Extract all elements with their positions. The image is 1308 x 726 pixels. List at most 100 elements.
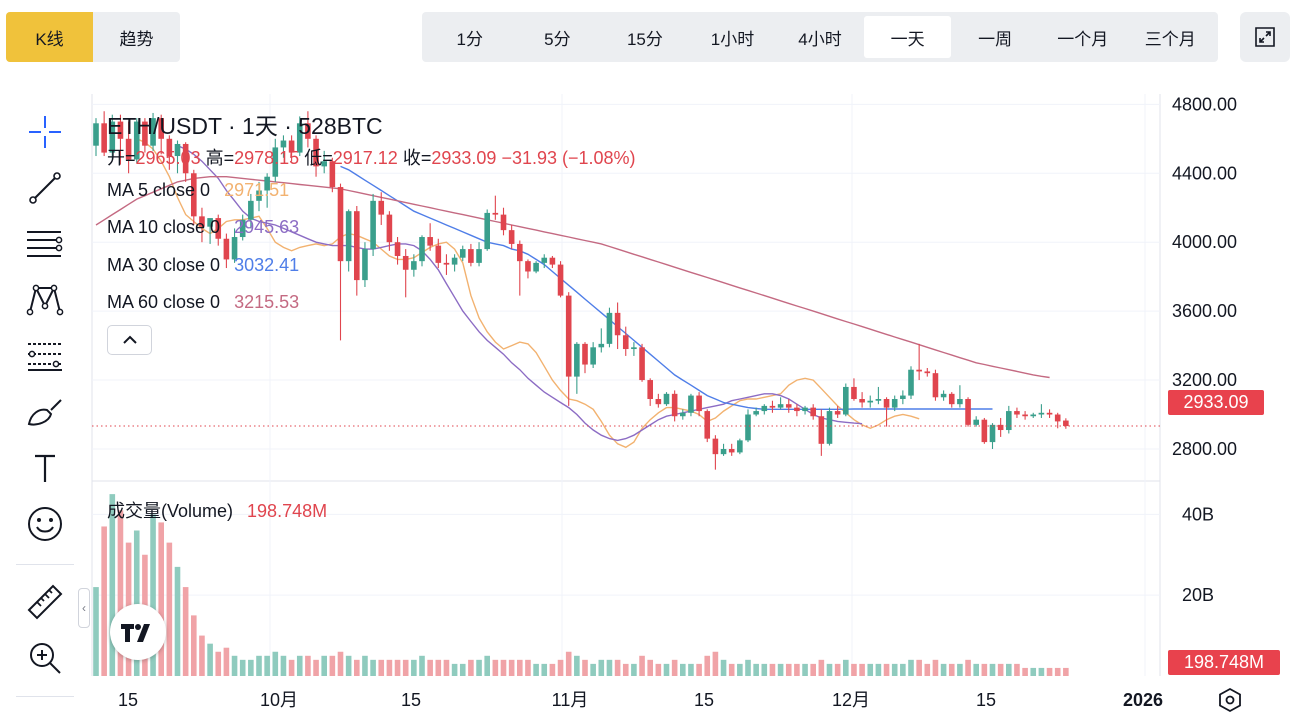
volume-bar <box>688 663 694 676</box>
candle <box>1022 411 1028 420</box>
candle-body <box>1022 414 1028 417</box>
candle <box>940 390 947 401</box>
low-label: 低= <box>304 148 333 168</box>
candle-body <box>908 369 914 396</box>
volume-axis-label: 40B <box>1182 504 1214 524</box>
volume-bar <box>802 663 808 676</box>
zoom-in-tool[interactable] <box>14 638 76 678</box>
trend-tab[interactable]: 趋势 <box>119 29 154 49</box>
candle <box>248 193 254 229</box>
candle <box>761 404 768 415</box>
volume-bar <box>1054 667 1061 676</box>
emoji-tool[interactable] <box>14 504 76 544</box>
volume-bar <box>1014 663 1020 676</box>
candle <box>468 243 474 267</box>
interval-1w-tab[interactable]: 一周 <box>978 29 1013 49</box>
candle-body <box>989 424 996 443</box>
candle <box>150 112 156 151</box>
ma60-legend[interactable]: MA 60 close 0 3215.53 <box>107 292 299 313</box>
candle <box>394 237 401 265</box>
candle <box>631 342 637 356</box>
candle <box>93 118 99 157</box>
trend-line-tool[interactable] <box>14 168 76 208</box>
candle <box>354 206 360 296</box>
candle <box>696 392 702 417</box>
interval-5m-tab[interactable]: 5分 <box>544 29 571 49</box>
candle-body <box>614 312 621 336</box>
interval-15m-tab[interactable]: 15分 <box>626 29 663 49</box>
candle <box>948 392 955 408</box>
volume-bar <box>965 659 971 676</box>
candle <box>720 443 727 456</box>
low-value: 2917.12 <box>332 148 398 168</box>
fib-tool[interactable] <box>14 336 76 376</box>
candle-body <box>231 237 238 260</box>
candle-body <box>1054 414 1061 422</box>
time-axis-label: 11月 <box>552 690 589 710</box>
volume-bar <box>875 663 882 676</box>
price-axis-label: 4800.00 <box>1172 94 1237 114</box>
candle-body <box>468 249 474 263</box>
candle <box>427 223 433 251</box>
volume-bar <box>631 663 637 676</box>
toolbar-divider <box>16 696 74 697</box>
ruler-tool[interactable] <box>14 582 76 622</box>
candle <box>989 423 996 449</box>
change-value: −31.93 (−1.08%) <box>501 148 636 168</box>
interval-1h-tab[interactable]: 1小时 <box>710 29 755 49</box>
interval-1mo-tab[interactable]: 一个月 <box>1057 29 1109 49</box>
candle <box>557 261 564 298</box>
ma30-legend[interactable]: MA 30 close 0 3032.41 <box>107 255 299 276</box>
volume-bar <box>1030 667 1037 676</box>
pattern-tool[interactable] <box>14 280 76 320</box>
candle <box>166 135 173 170</box>
candle-body <box>565 295 572 377</box>
volume-bar <box>574 655 580 676</box>
candle-body <box>517 243 523 262</box>
candle-body <box>215 218 222 239</box>
candle <box>582 342 588 374</box>
candle-body <box>223 238 230 260</box>
horizontal-lines-tool[interactable] <box>14 224 76 264</box>
interval-1d-tab[interactable]: 一天 <box>863 16 952 58</box>
brush-tool[interactable] <box>14 392 76 432</box>
pattern-icon <box>26 284 64 316</box>
ma30-value: 3032.41 <box>234 255 300 275</box>
ma10-legend[interactable]: MA 10 close 0 2945.63 <box>107 217 299 238</box>
ma60-value: 3215.53 <box>234 292 300 312</box>
volume-bar <box>296 655 303 676</box>
legend-collapse-button[interactable] <box>107 325 152 355</box>
volume-bar <box>394 659 401 676</box>
interval-4h-tab[interactable]: 4小时 <box>798 29 842 49</box>
trend-line-icon <box>29 172 61 204</box>
candle-body <box>264 176 270 191</box>
candle <box>834 405 841 418</box>
chart-settings-button[interactable] <box>1216 686 1244 714</box>
crosshair-tool[interactable] <box>14 112 76 152</box>
volume-bar <box>680 663 686 676</box>
interval-3mo-tab[interactable]: 三个月 <box>1144 29 1196 49</box>
toolbar-collapse-button[interactable]: ‹ <box>78 588 90 628</box>
last-volume-tag: 198.748M <box>1168 650 1280 675</box>
ma5-legend[interactable]: MA 5 close 0 2971.51 <box>107 180 289 201</box>
candle-body <box>655 399 662 405</box>
candle-body <box>647 380 653 400</box>
candle <box>1030 412 1037 418</box>
candle-body <box>541 257 548 263</box>
kline-tab[interactable]: K线 <box>6 12 93 62</box>
candle <box>574 342 580 394</box>
candle <box>264 173 270 208</box>
ma60-label: MA 60 close 0 <box>107 292 221 312</box>
tradingview-logo[interactable] <box>110 604 166 660</box>
volume-bar <box>981 663 988 676</box>
price-axis-label: 3600.00 <box>1172 301 1237 321</box>
volume-bar <box>508 659 515 676</box>
candle-body <box>207 218 213 227</box>
interval-1m-tab[interactable]: 1分 <box>456 29 484 49</box>
ma5-label: MA 5 close 0 <box>107 180 211 200</box>
candle-body <box>761 405 768 412</box>
text-tool[interactable] <box>14 448 76 488</box>
candle <box>500 207 507 236</box>
fullscreen-button[interactable] <box>1240 12 1290 62</box>
